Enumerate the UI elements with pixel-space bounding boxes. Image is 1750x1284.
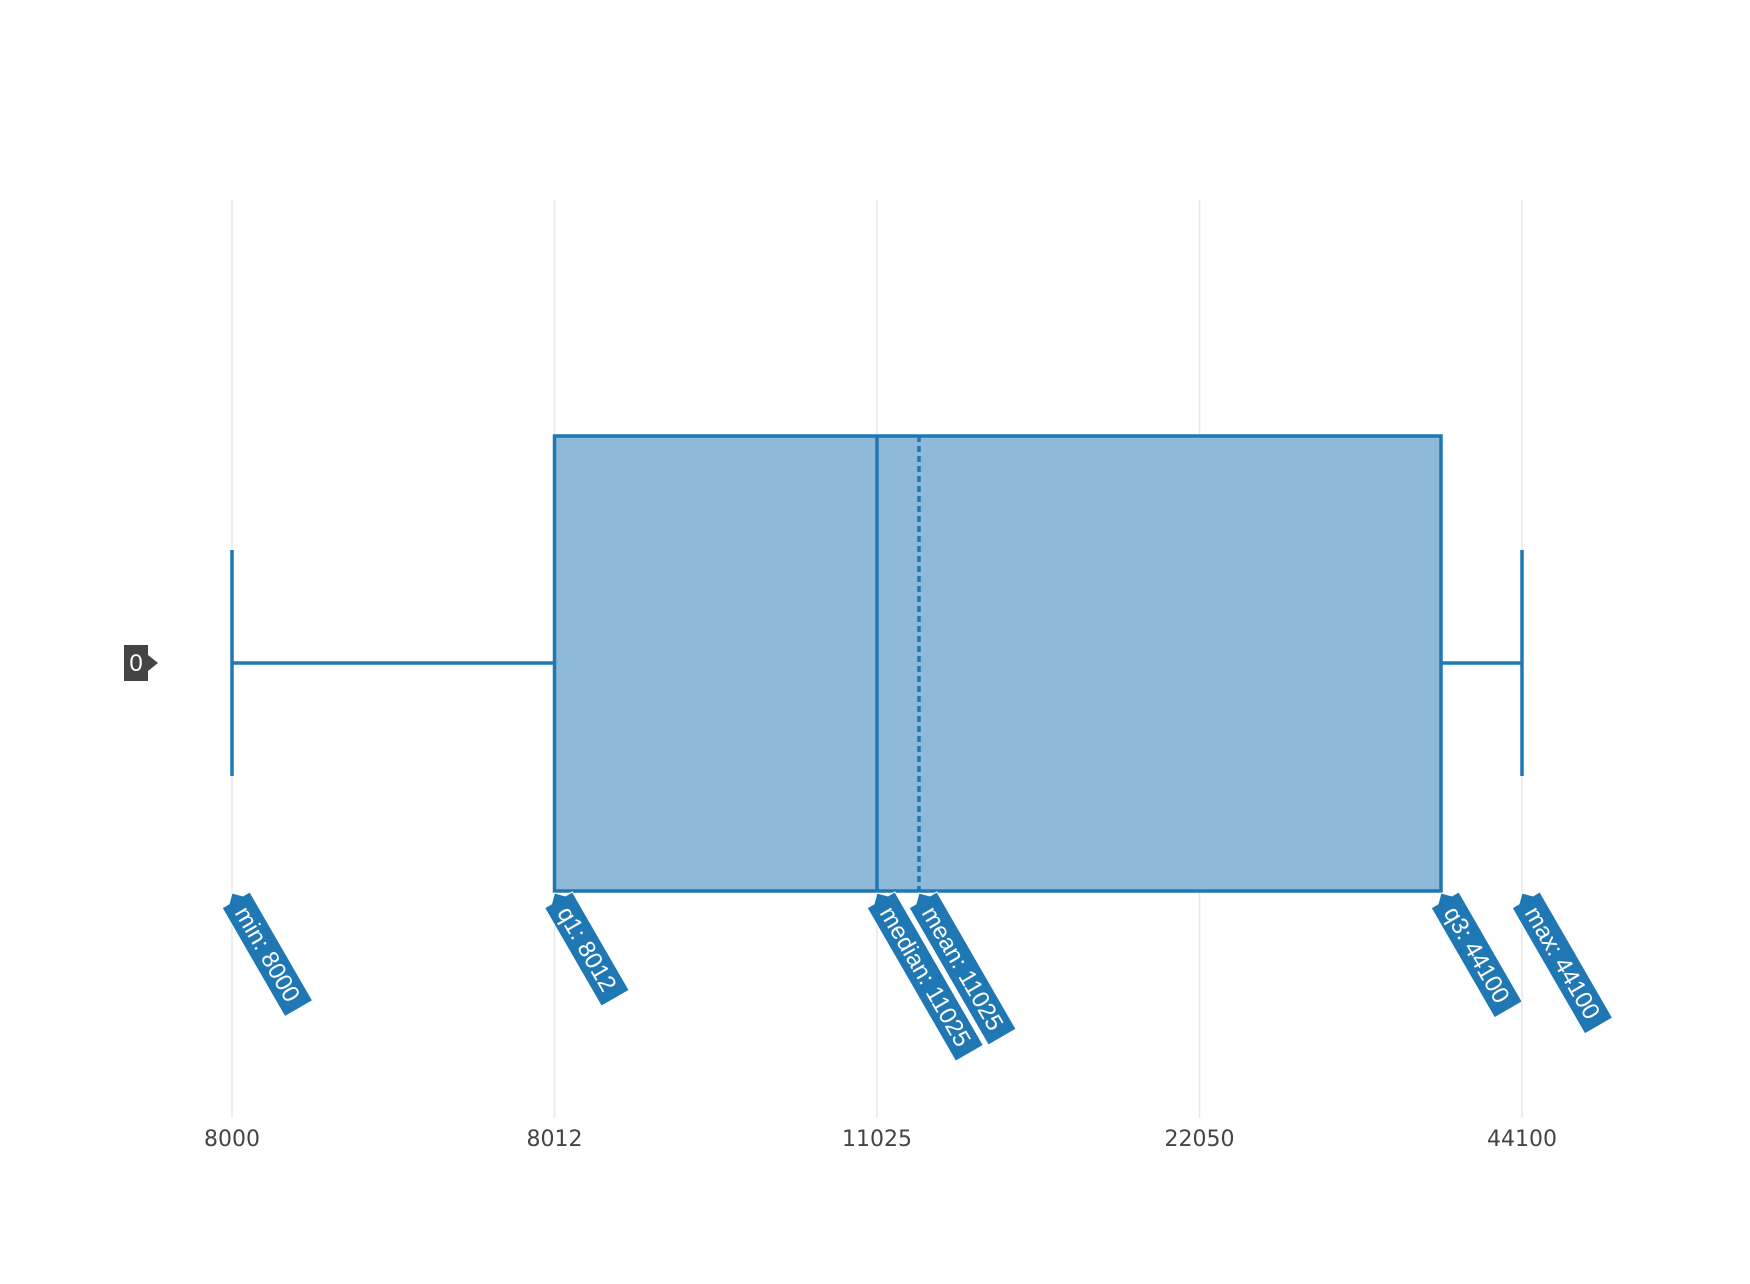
hover-label-box <box>543 891 630 1007</box>
x-axis-tick-labels: 8000 8012 11025 22050 44100 <box>204 1127 1557 1152</box>
hover-label-box <box>866 891 985 1062</box>
x-tick-label: 44100 <box>1487 1127 1557 1152</box>
hover-label-text: q3: 44100 <box>1438 902 1515 1008</box>
hover-label-box <box>1430 891 1523 1019</box>
category-label: 0 <box>124 645 158 681</box>
hover-label-max: max: 44100 <box>1511 891 1614 1035</box>
iqr-box[interactable] <box>552 434 1443 893</box>
hover-label-box <box>908 891 1017 1046</box>
category-label-box <box>124 645 158 681</box>
x-tick-label: 11025 <box>842 1127 912 1152</box>
x-tick-label: 8012 <box>527 1127 583 1152</box>
box-trace[interactable] <box>230 434 1524 893</box>
hover-label-box <box>221 891 314 1018</box>
hover-label-text: min: 8000 <box>229 902 305 1007</box>
hover-label-text: max: 44100 <box>1519 902 1605 1024</box>
x-tick-label: 8000 <box>204 1127 260 1152</box>
hover-label-q3: q3: 44100 <box>1430 891 1523 1019</box>
hover-label-box <box>1511 891 1614 1035</box>
x-tick-label: 22050 <box>1165 1127 1235 1152</box>
category-label-text: 0 <box>129 650 142 677</box>
